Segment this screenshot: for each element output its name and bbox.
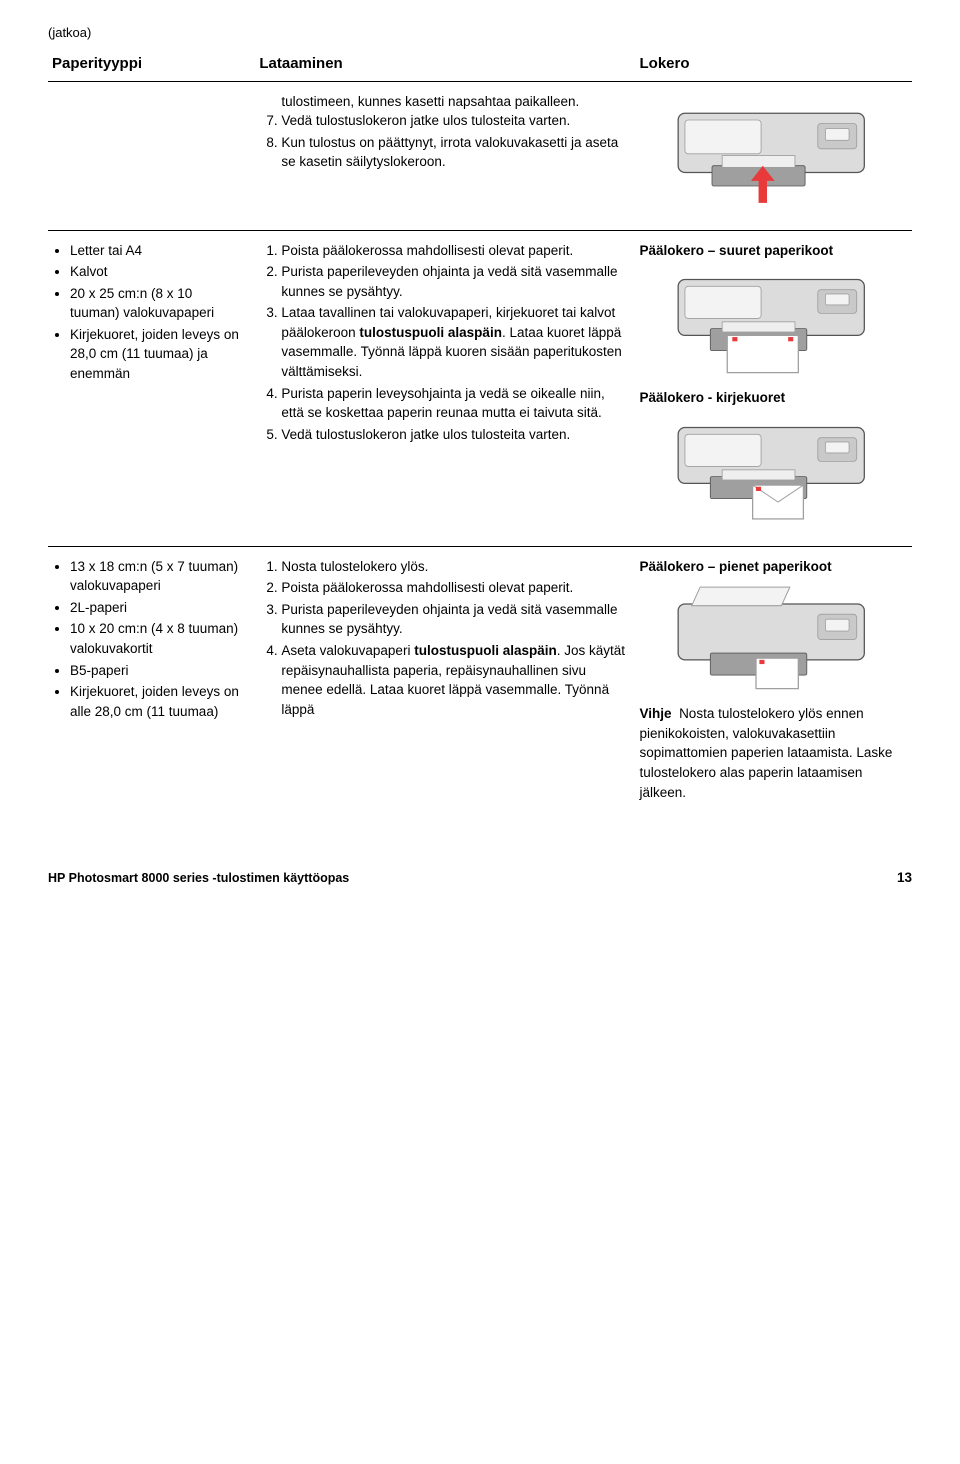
printer-illustration — [640, 98, 902, 208]
step-continued-text: tulostimeen, kunnes kasetti napsahtaa pa… — [259, 92, 625, 112]
step-item: Kun tulostus on päättynyt, irrota valoku… — [281, 133, 625, 172]
tray-title-envelopes: Päälokero - kirjekuoret — [640, 388, 902, 408]
header-loading: Lataaminen — [255, 47, 635, 81]
list-item: Kirjekuoret, joiden leveys on 28,0 cm (1… — [70, 325, 245, 384]
step-item: Poista päälokerossa mahdollisesti olevat… — [281, 241, 625, 261]
footer-title: HP Photosmart 8000 series -tulostimen kä… — [48, 869, 349, 887]
step-item: Purista paperin leveysohjainta ja vedä s… — [281, 384, 625, 423]
list-item: Kalvot — [70, 262, 245, 282]
list-item: B5-paperi — [70, 661, 245, 681]
printer-illustration — [640, 414, 902, 524]
printer-illustration — [640, 266, 902, 376]
list-item: 20 x 25 cm:n (8 x 10 tuuman) valokuvapap… — [70, 284, 245, 323]
list-item: 2L-paperi — [70, 598, 245, 618]
step-item: Purista paperileveyden ohjainta ja vedä … — [281, 262, 625, 301]
step-item: Vedä tulostuslokeron jatke ulos tulostei… — [281, 111, 625, 131]
step-text: Aseta valokuvapaperi — [281, 643, 414, 658]
list-item: 10 x 20 cm:n (4 x 8 tuuman) valokuvakort… — [70, 619, 245, 658]
table-row: 13 x 18 cm:n (5 x 7 tuuman) valokuvapape… — [48, 546, 912, 812]
header-paper-type: Paperityyppi — [48, 47, 255, 81]
tray-title-large: Päälokero – suuret paperikoot — [640, 241, 902, 261]
tip-block: Vihje Nosta tulostelokero ylös ennen pie… — [640, 704, 902, 802]
tip-text: Nosta tulostelokero ylös ennen pienikoko… — [640, 706, 893, 799]
list-item: 13 x 18 cm:n (5 x 7 tuuman) valokuvapape… — [70, 557, 245, 596]
bold-phrase: tulostuspuoli alaspäin — [414, 643, 557, 658]
step-item: Nosta tulostelokero ylös. — [281, 557, 625, 577]
tray-title-small: Päälokero – pienet paperikoot — [640, 557, 902, 577]
table-row: tulostimeen, kunnes kasetti napsahtaa pa… — [48, 81, 912, 230]
step-item: Purista paperileveyden ohjainta ja vedä … — [281, 600, 625, 639]
table-row: Letter tai A4 Kalvot 20 x 25 cm:n (8 x 1… — [48, 230, 912, 546]
continued-label: (jatkoa) — [48, 24, 912, 43]
page-footer: HP Photosmart 8000 series -tulostimen kä… — [48, 868, 912, 888]
step-item: Vedä tulostuslokeron jatke ulos tulostei… — [281, 425, 625, 445]
tip-label: Vihje — [640, 706, 672, 721]
step-item: Lataa tavallinen tai valokuvapaperi, kir… — [281, 303, 625, 381]
bold-phrase: tulostuspuoli alaspäin — [359, 325, 502, 340]
page-number: 13 — [897, 868, 912, 888]
list-item: Kirjekuoret, joiden leveys on alle 28,0 … — [70, 682, 245, 721]
header-tray: Lokero — [636, 47, 912, 81]
paper-table: Paperityyppi Lataaminen Lokero tulostime… — [48, 47, 912, 812]
printer-illustration — [640, 582, 902, 692]
step-item: Poista päälokerossa mahdollisesti olevat… — [281, 578, 625, 598]
list-item: Letter tai A4 — [70, 241, 245, 261]
step-item: Aseta valokuvapaperi tulostuspuoli alasp… — [281, 641, 625, 719]
